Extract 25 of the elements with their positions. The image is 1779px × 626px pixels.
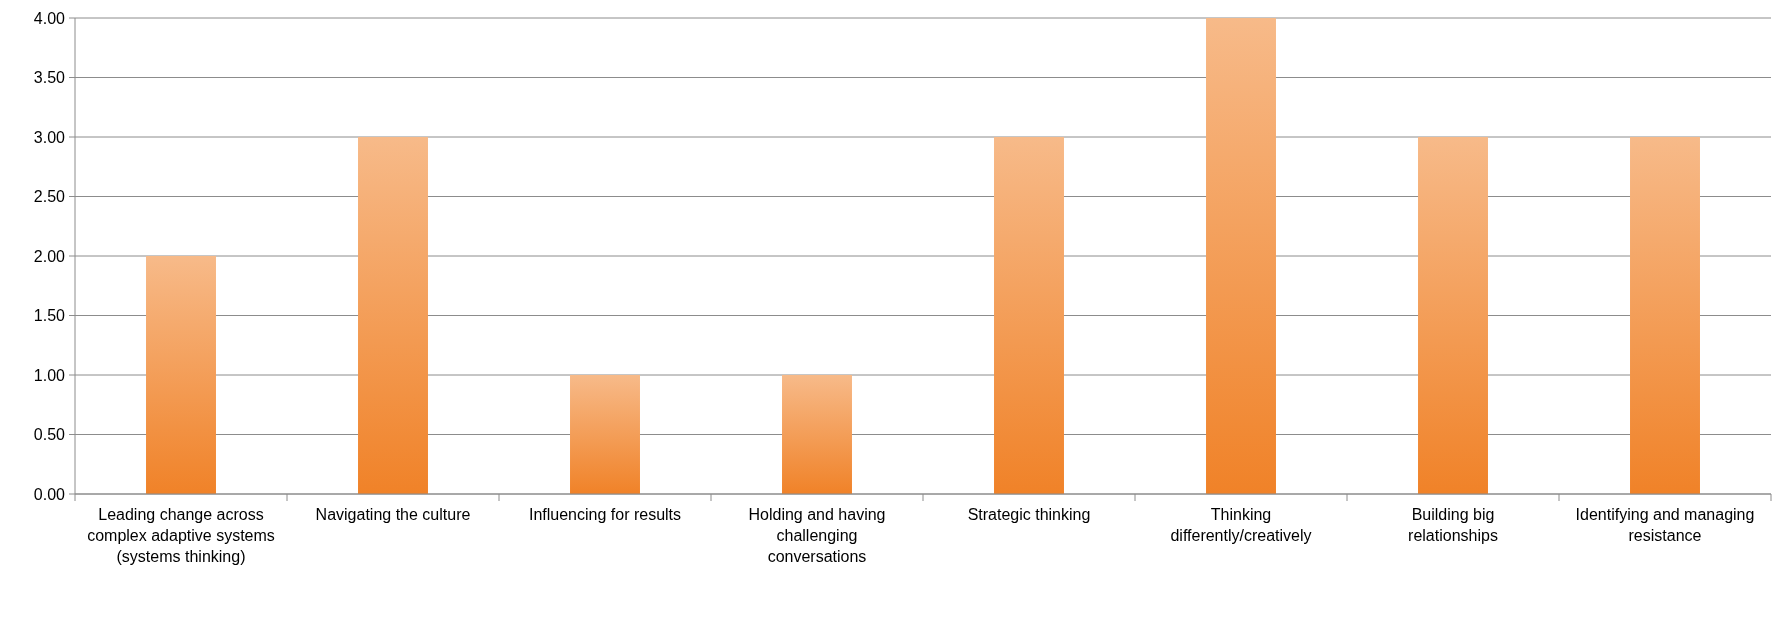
x-tick-label: Building big relationships (1408, 506, 1498, 544)
y-tick-label: 3.50 (33, 69, 66, 87)
bar (570, 375, 640, 494)
x-tick-label: Identifying and managing resistance (1575, 506, 1755, 544)
y-tick-label: 2.00 (33, 247, 66, 265)
y-tick-label: 1.50 (33, 307, 66, 325)
bar (1418, 137, 1488, 494)
y-tick-label: 3.00 (33, 128, 66, 146)
bar (782, 375, 852, 494)
y-tick-label: 0.00 (33, 485, 66, 503)
bar (1630, 137, 1700, 494)
y-tick-label: 0.50 (33, 426, 66, 444)
x-tick-label: Strategic thinking (967, 506, 1091, 523)
y-tick-label: 2.50 (33, 188, 66, 206)
x-tick-label: Navigating the culture (315, 506, 471, 523)
bar (146, 256, 216, 494)
y-tick-label: 4.00 (33, 9, 66, 27)
bar (358, 137, 428, 494)
x-tick-label: Leading change across complex adaptive systems (systems thinking) (87, 506, 275, 565)
bar (994, 137, 1064, 494)
y-tick-label: 1.00 (33, 366, 66, 384)
x-tick-label: Thinking differently/creatively (1170, 506, 1312, 544)
x-tick-label: Influencing for results (528, 506, 682, 523)
x-tick-label: Holding and having challenging conversations (748, 506, 886, 565)
bar (1206, 18, 1276, 494)
